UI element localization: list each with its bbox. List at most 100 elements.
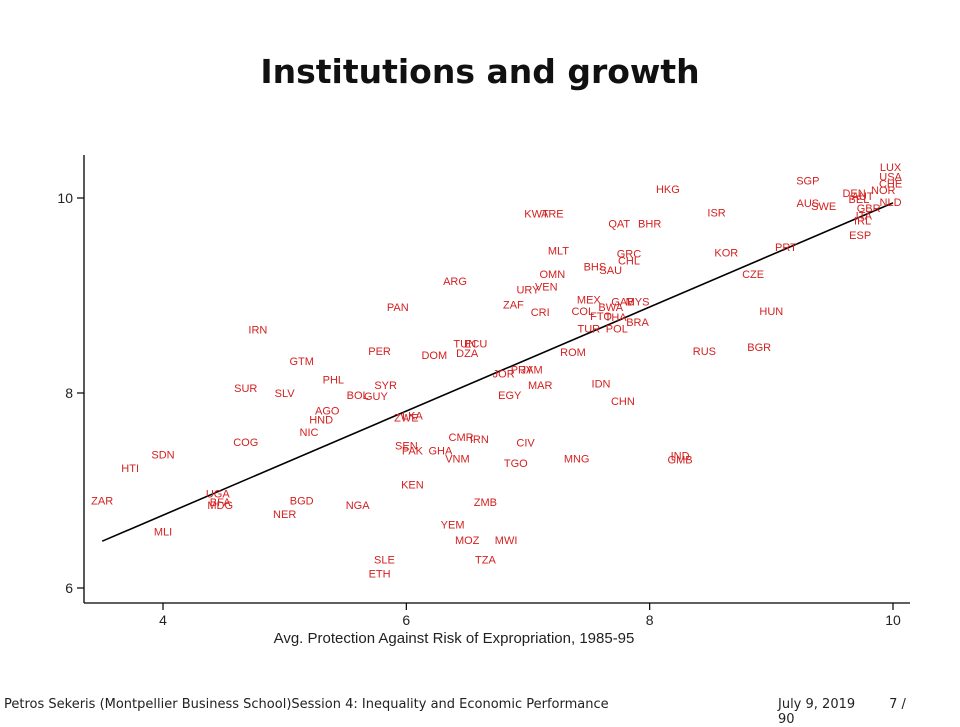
point-label: PAN (387, 302, 409, 314)
x-axis-label: Avg. Protection Against Risk of Expropri… (274, 630, 635, 647)
point-label: MLI (154, 526, 172, 538)
point-label: IRN (470, 434, 489, 446)
point-label: GRC (617, 249, 642, 261)
point-label: PHL (323, 374, 344, 386)
x-tick-label: 6 (402, 612, 410, 628)
point-label: BOL (347, 390, 369, 402)
point-label: GHA (428, 446, 453, 458)
point-label: BGR (747, 342, 771, 354)
x-tick-label: 8 (646, 612, 654, 628)
point-label: LUX (880, 162, 902, 174)
point-label: EGY (498, 390, 522, 402)
point-label: AUT (852, 191, 874, 203)
point-label: VNM (445, 453, 469, 465)
point-label: ECU (464, 338, 487, 350)
point-label: DOM (421, 350, 447, 362)
point-label: JAM (521, 365, 543, 377)
point-label: TZA (475, 555, 496, 567)
point-label: MDG (207, 500, 233, 512)
point-label: ISR (707, 208, 725, 220)
point-label: CHN (611, 396, 635, 408)
point-label: NGA (346, 500, 371, 512)
point-label: CRI (531, 307, 550, 319)
point-label: IRL (854, 215, 871, 227)
point-label: QAT (608, 218, 630, 230)
point-label: KOR (714, 248, 738, 260)
point-label: ARG (443, 276, 467, 288)
point-label: ZAR (91, 495, 113, 507)
x-tick-label: 4 (159, 612, 167, 628)
point-label: MAR (528, 380, 553, 392)
point-label: SLV (275, 388, 296, 400)
point-label: MNG (564, 453, 590, 465)
point-label: JOR (493, 369, 515, 381)
point-label: NLD (880, 197, 902, 209)
footer-date: July 9, 2019 (778, 697, 856, 712)
point-label: GUY (364, 391, 389, 403)
point-label: YEM (441, 520, 465, 532)
point-label: BWA (598, 302, 623, 314)
scatter-chart: 4 6 8 10 6 8 10 Avg. Protection Against Risk of… (57, 155, 910, 647)
point-label: IDN (592, 378, 611, 390)
slide-title: Institutions and growth (260, 52, 700, 91)
y-tick-label: 10 (57, 190, 73, 206)
point-label: MYS (626, 296, 650, 308)
footer-right: July 9, 2019 7 / 90 (778, 697, 960, 727)
fit-line (101, 202, 894, 542)
point-label: ARE (541, 209, 564, 221)
point-label: TUN (453, 338, 476, 350)
point-label: PER (368, 346, 391, 358)
point-label: KEN (401, 480, 424, 492)
point-label: BRA (626, 317, 649, 329)
point-label: BEL (849, 194, 870, 206)
point-label: LKA (402, 410, 423, 422)
x-tick-label: 10 (885, 612, 901, 628)
point-label: HND (309, 414, 333, 426)
point-label: COL (571, 306, 594, 318)
point-label: UGA (206, 488, 231, 500)
point-label: GTM (289, 356, 313, 368)
point-label: CZE (742, 269, 764, 281)
point-label: IRN (248, 325, 267, 337)
point-label: SEN (395, 441, 418, 453)
point-label: ITA (856, 211, 873, 223)
point-label: HKG (656, 184, 680, 196)
point-label: MOZ (455, 535, 480, 547)
point-label: BGD (290, 495, 314, 507)
point-label: FTO (590, 311, 612, 323)
point-label: USA (879, 172, 902, 184)
point-label: COG (233, 437, 258, 449)
point-label: SGP (796, 175, 819, 187)
footer-session: Session 4: Inequality and Economic Perfo… (291, 697, 609, 712)
point-label: GBR (857, 203, 881, 215)
point-label: TUR (578, 324, 601, 336)
point-label: CIV (516, 438, 535, 450)
point-label: TGO (504, 458, 528, 470)
point-label: SYR (374, 380, 397, 392)
point-label: SUR (234, 383, 257, 395)
point-label: BFA (210, 497, 231, 509)
point-label: AUS (797, 198, 820, 210)
point-label: POL (606, 324, 628, 336)
point-label: KWT (524, 209, 549, 221)
point-label: ETH (369, 568, 391, 580)
point-label: RUS (693, 346, 716, 358)
y-tick-label: 6 (65, 580, 73, 596)
point-label: SAU (599, 265, 622, 277)
point-label: DEN (842, 188, 865, 200)
point-label: BHS (584, 261, 607, 273)
point-label: GMB (668, 454, 693, 466)
point-label: AGO (315, 406, 340, 418)
footer-author: Petros Sekeris (Montpellier Business Sch… (4, 697, 292, 712)
point-label: ZWE (394, 412, 418, 424)
point-label: GAB (611, 296, 634, 308)
point-label: OMN (539, 269, 565, 281)
point-label: ESP (849, 230, 871, 242)
point-label: MEX (577, 294, 602, 306)
point-label: ROM (560, 347, 586, 359)
point-label: ZMB (474, 497, 497, 509)
point-label: CHL (618, 255, 640, 267)
point-label: PRY (511, 365, 534, 377)
point-label: ZAF (503, 299, 524, 311)
y-tick-label: 8 (65, 385, 73, 401)
